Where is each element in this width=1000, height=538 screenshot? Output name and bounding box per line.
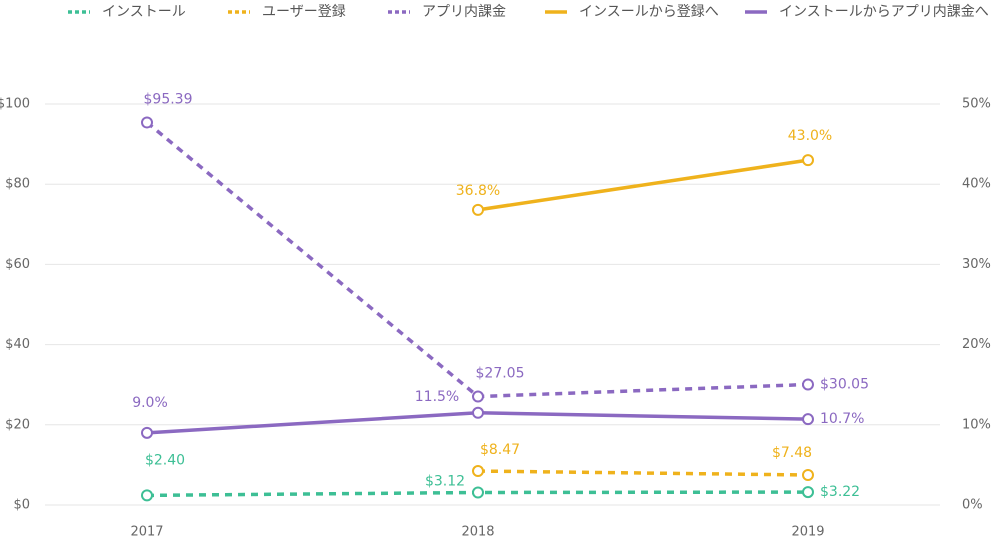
legend-label: インスールから登録へ xyxy=(579,4,719,20)
series-line xyxy=(477,158,809,212)
data-label: 9.0% xyxy=(132,395,168,411)
data-label: $8.47 xyxy=(480,442,520,458)
y2-tick-label: 20% xyxy=(962,337,991,352)
point xyxy=(802,486,814,499)
series-line xyxy=(145,121,809,399)
data-label: 36.8% xyxy=(456,183,500,199)
point xyxy=(141,116,153,129)
data-label: $2.40 xyxy=(145,452,185,468)
point xyxy=(802,469,814,482)
data-label: $27.05 xyxy=(476,366,525,382)
data-label: $3.12 xyxy=(425,473,465,489)
point xyxy=(802,378,814,391)
y2-tick-label: 40% xyxy=(962,177,991,192)
legend-label: ユーザー登録 xyxy=(262,4,346,20)
x-tick-label: 2019 xyxy=(791,525,824,538)
y-tick-label: $20 xyxy=(5,417,30,432)
legend-label: インストールからアプリ内課金へ xyxy=(779,4,989,20)
y-tick-label: $60 xyxy=(5,257,30,272)
y-tick-label: $0 xyxy=(13,498,30,513)
x-tick-label: 2017 xyxy=(130,525,163,538)
y-tick-label: $100 xyxy=(0,97,30,112)
point xyxy=(141,489,153,502)
point xyxy=(802,154,814,167)
data-label: $95.39 xyxy=(144,91,193,107)
data-label: $7.48 xyxy=(772,445,812,461)
y-tick-label: $80 xyxy=(5,177,30,192)
y2-tick-label: 10% xyxy=(962,417,991,432)
series-line xyxy=(477,469,809,477)
data-label: $3.22 xyxy=(820,484,860,500)
y2-tick-label: 50% xyxy=(962,97,991,112)
y2-tick-label: 30% xyxy=(962,257,991,272)
legend-label: インストール xyxy=(102,4,186,20)
point xyxy=(472,203,484,216)
point xyxy=(802,413,814,426)
data-label: 43.0% xyxy=(788,128,832,144)
legend-label: アプリ内課金 xyxy=(422,4,506,20)
y2-tick-label: 0% xyxy=(962,498,983,513)
x-tick-label: 2018 xyxy=(461,525,494,538)
point xyxy=(472,486,484,499)
point xyxy=(141,426,153,439)
point xyxy=(472,406,484,419)
data-label: 11.5% xyxy=(415,389,459,405)
point xyxy=(472,465,484,478)
data-label: 10.7% xyxy=(820,411,864,427)
data-label: $30.05 xyxy=(820,376,869,392)
y-tick-label: $40 xyxy=(5,337,30,352)
point xyxy=(472,390,484,403)
